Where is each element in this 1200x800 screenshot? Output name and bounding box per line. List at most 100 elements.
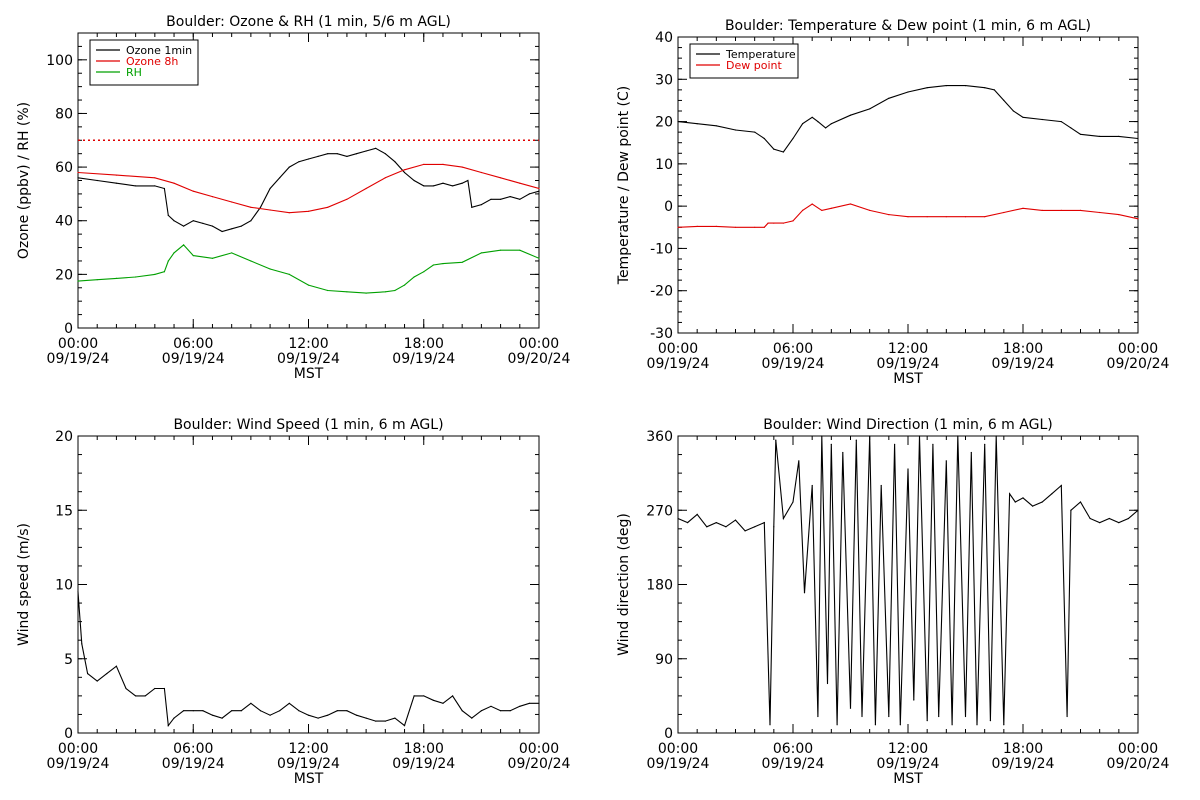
data-point: [384, 720, 386, 722]
y-axis-label: Wind direction (deg): [616, 513, 632, 656]
data-point: [798, 460, 800, 462]
data-point: [307, 158, 310, 160]
legend-box: [89, 39, 199, 86]
data-point: [849, 707, 852, 709]
x-axis-label: MST: [294, 771, 324, 787]
y-tick-label: 0: [64, 726, 73, 742]
data-point: [821, 435, 823, 437]
data-point: [183, 225, 185, 227]
y-tick-label: 5: [64, 652, 73, 668]
x-axis-label: MST: [893, 771, 923, 787]
chart-panel-3: Boulder: Wind Speed (1 min, 6 m AGL) 0 5 10…: [16, 417, 571, 787]
data-point: [163, 187, 165, 190]
chart-panel-4: Boulder: Wind Direction (1 min, 6 m AGL)…: [616, 417, 1170, 787]
data-point: [888, 97, 890, 99]
data-point: [394, 717, 396, 719]
data-point: [365, 292, 367, 294]
data-point: [77, 591, 79, 593]
data-point: [336, 710, 338, 712]
data-point: [240, 225, 242, 227]
data-point: [336, 153, 338, 155]
data-point: [327, 206, 329, 208]
data-point: [461, 710, 463, 712]
x-tick-label-time: 18:00: [404, 741, 444, 757]
data-point: [938, 715, 940, 718]
data-point: [763, 137, 765, 140]
data-point: [250, 206, 252, 208]
data-point: [163, 271, 165, 273]
data-point: [836, 724, 838, 726]
data-point: [773, 526, 775, 528]
data-point: [826, 682, 829, 685]
data-point: [298, 161, 300, 163]
y-tick-label: 20: [55, 267, 73, 283]
data-point: [135, 695, 137, 697]
x-tick-label-time: 00:00: [58, 336, 98, 352]
x-tick-label-date: 09/19/24: [992, 756, 1055, 772]
data-point: [461, 166, 463, 168]
y-tick-label: 0: [664, 199, 673, 215]
data-point: [817, 121, 819, 123]
data-point: [452, 695, 454, 697]
data-point: [490, 705, 492, 707]
data-point: [802, 209, 804, 211]
data-point: [509, 196, 511, 198]
data-point: [734, 129, 737, 131]
chart-title: Boulder: Ozone & RH (1 min, 5/6 m AGL): [166, 14, 451, 30]
data-point: [327, 289, 329, 292]
chart-panel-2: Boulder: Temperature & Dew point (1 min,…: [616, 18, 1170, 387]
data-point: [792, 137, 794, 140]
data-point: [259, 710, 262, 712]
data-point: [173, 220, 175, 222]
data-point: [1041, 209, 1043, 211]
data-point: [1079, 209, 1082, 211]
data-point: [384, 153, 386, 155]
data-point: [1118, 214, 1120, 216]
data-point: [1022, 207, 1024, 209]
data-point: [1066, 715, 1068, 718]
y-tick-label: 0: [64, 321, 73, 337]
legend-label: Dew point: [726, 59, 782, 72]
data-point: [888, 214, 890, 216]
data-point: [984, 443, 986, 445]
data-point: [811, 484, 813, 487]
data-point: [957, 435, 959, 437]
data-point: [1070, 127, 1072, 129]
data-point: [926, 216, 928, 218]
data-point: [849, 114, 852, 116]
data-point: [355, 714, 358, 716]
data-point: [861, 715, 863, 718]
data-point: [715, 225, 717, 227]
data-point: [365, 717, 367, 719]
data-point: [221, 230, 223, 233]
data-point: [1089, 517, 1091, 520]
data-point: [403, 725, 406, 727]
x-tick-label-date: 09/19/24: [992, 356, 1055, 372]
data-point: [192, 190, 194, 192]
data-point: [115, 665, 117, 667]
data-point: [1127, 517, 1129, 520]
y-tick-label: 20: [655, 115, 673, 131]
x-tick-label-time: 00:00: [58, 741, 98, 757]
data-point: [945, 85, 947, 87]
data-point: [995, 435, 997, 437]
data-point: [106, 673, 108, 675]
data-point: [677, 121, 679, 123]
data-point: [183, 244, 185, 246]
data-point: [403, 169, 406, 171]
data-point: [830, 123, 832, 125]
data-point: [775, 439, 777, 441]
data-point: [442, 163, 444, 165]
data-point: [1041, 501, 1043, 503]
data-point: [288, 212, 290, 214]
y-tick-label: 60: [55, 160, 73, 176]
data-point: [769, 724, 771, 726]
x-tick-label-date: 09/20/24: [508, 756, 571, 772]
data-point: [811, 116, 813, 118]
data-point: [144, 695, 146, 697]
y-tick-label: 100: [46, 53, 73, 69]
data-point: [269, 268, 271, 270]
data-point: [173, 182, 175, 184]
data-point: [307, 714, 310, 716]
data-point: [413, 276, 415, 278]
